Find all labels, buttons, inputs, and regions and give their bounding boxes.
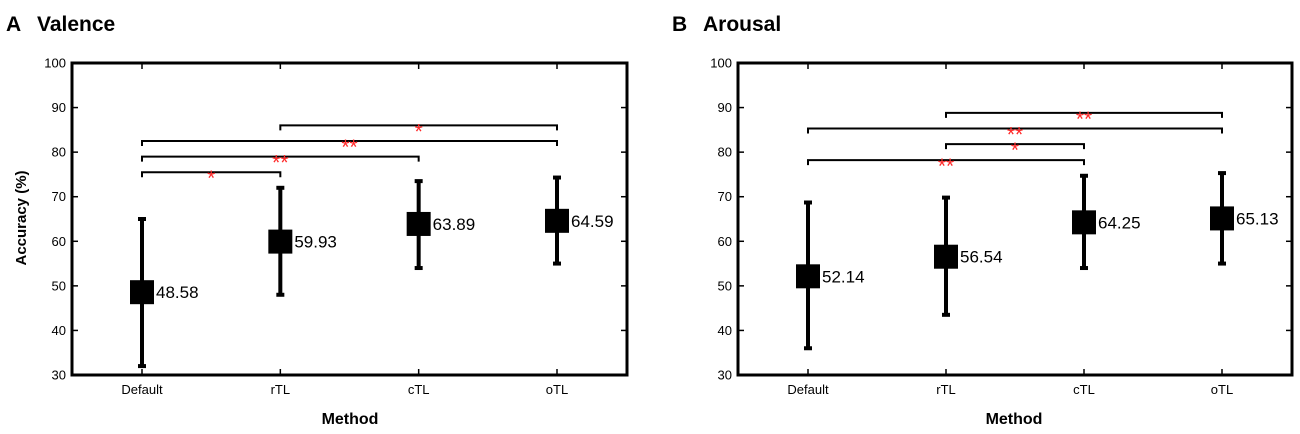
panel-a-title: Valence (37, 13, 115, 36)
panel-a-y-tick-label: 80 (52, 145, 66, 160)
panel-b-mean-marker (796, 264, 820, 289)
panel-b-y-tick-label: 80 (718, 145, 732, 160)
panel-a-significance-stars: ** (272, 152, 288, 175)
panel-b-value-label: 52.14 (822, 267, 865, 286)
panel-b-significance-stars: * (1011, 139, 1019, 162)
panel-b-x-tick-label: oTL (1211, 382, 1233, 397)
panel-a-value-label: 63.89 (433, 215, 476, 234)
panel-b-letter: B (672, 13, 687, 36)
panel-a-y-tick-label: 70 (52, 189, 66, 204)
panel-a-x-tick-label: oTL (546, 382, 568, 397)
panel-b-plot-frame (736, 61, 1294, 377)
panel-a-x-axis-label: Method (322, 411, 379, 428)
panel-b-title: Arousal (703, 13, 781, 36)
panel-b-significance-bracket (945, 111, 1223, 118)
panel-b-significance-bracket (807, 127, 1223, 134)
panel-a-significance-bracket (141, 171, 282, 178)
panel-a-y-tick-label: 30 (52, 368, 66, 383)
panel-a-significance-stars: ** (341, 136, 357, 159)
panel-b-x-axis-label: Method (986, 411, 1043, 428)
panel-a-significance-stars: * (415, 120, 423, 143)
panel-b-mean-marker (1210, 206, 1234, 231)
panel-b: B Arousal Method 30 40 50 60 70 80 90 100 Defaul… (672, 13, 1294, 428)
panel-b-significance-bracket (807, 159, 1085, 166)
panel-a-mean-marker (268, 229, 293, 254)
panel-a-significance-stars: * (207, 167, 215, 190)
panel-a-letter: A (6, 13, 21, 36)
panel-b-value-label: 64.25 (1098, 213, 1141, 232)
panel-b-significance-stars: ** (1076, 108, 1092, 131)
panel-a-y-tick-label: 50 (52, 278, 66, 293)
panel-a-x-tick-label: rTL (271, 382, 291, 397)
panel-a-significance-bracket (141, 155, 420, 162)
panel-a-value-label: 48.58 (156, 283, 199, 302)
panel-a-significance-bracket (279, 124, 558, 131)
panel-b-y-tick-label: 50 (718, 278, 732, 293)
panel-a-plot-frame (70, 61, 629, 377)
panel-a-value-label: 64.59 (571, 212, 614, 231)
panel-a-y-tick-label: 60 (52, 234, 66, 249)
panel-b-y-tick-label: 90 (718, 100, 732, 115)
panel-a-value-label: 59.93 (294, 233, 337, 252)
panel-b-y-tick-label: 70 (718, 189, 732, 204)
panel-b-x-tick-label: rTL (936, 382, 956, 397)
panel-b-y-tick-label: 30 (718, 368, 732, 383)
panel-b-x-tick-label: cTL (1073, 382, 1095, 397)
panel-a-y-axis-label: Accuracy (%) (13, 170, 30, 265)
panel-a-x-tick-label: Default (121, 382, 163, 397)
panel-a-y-tick-label: 90 (52, 100, 66, 115)
panel-b-significance-stars: ** (938, 155, 954, 178)
panel-b-mean-marker (934, 244, 958, 269)
panel-b-significance-bracket (945, 143, 1085, 150)
panel-b-y-tick-label: 100 (710, 56, 732, 71)
panel-b-mean-marker (1072, 210, 1096, 235)
panel-a-mean-marker (130, 280, 154, 305)
panel-a-y-tick-label: 100 (44, 56, 66, 71)
panel-b-y-tick-label: 40 (718, 323, 732, 338)
panel-a-mean-marker (545, 208, 569, 233)
panel-a-y-tick-label: 40 (52, 323, 66, 338)
panel-a-significance-bracket (141, 140, 558, 146)
panel-b-value-label: 56.54 (960, 248, 1003, 267)
panel-b-value-label: 65.13 (1236, 209, 1279, 228)
panel-b-y-tick-label: 60 (718, 234, 732, 249)
panel-b-x-tick-label: Default (787, 382, 829, 397)
panel-a-x-tick-label: cTL (408, 382, 430, 397)
panel-a-mean-marker (406, 211, 431, 236)
panel-a: A Valence Accuracy (%) Method 30 40 50 60 70… (6, 13, 629, 428)
panel-b-significance-stars: ** (1007, 124, 1023, 147)
